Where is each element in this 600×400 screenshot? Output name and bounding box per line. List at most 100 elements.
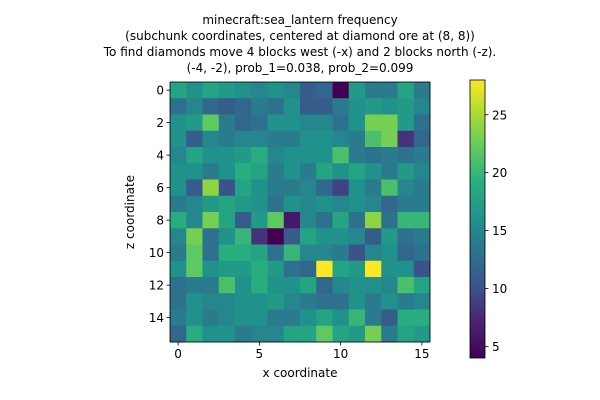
heatmap-cell	[300, 147, 317, 164]
heatmap-cell	[218, 293, 236, 310]
heatmap-cell	[235, 179, 252, 197]
heatmap-cell	[316, 82, 333, 99]
heatmap-cell	[267, 212, 285, 229]
heatmap-cell	[381, 277, 398, 294]
heatmap-cell	[365, 293, 382, 310]
heatmap-cell	[267, 309, 285, 327]
heatmap-cell	[170, 114, 187, 132]
heatmap-cell	[300, 114, 317, 132]
x-tick-label: 0	[174, 347, 182, 361]
x-axis-label: x coordinate	[263, 366, 338, 380]
colorbar-tick-label: 5	[492, 340, 500, 354]
heatmap-cell	[235, 163, 252, 180]
heatmap-cell	[365, 195, 382, 213]
heatmap-cell	[348, 325, 366, 343]
colorbar-axis: 5 10 15 20 25	[485, 108, 507, 354]
heatmap-cell	[170, 147, 187, 164]
heatmap-cell	[300, 325, 317, 343]
heatmap-cell	[300, 82, 317, 99]
heatmap-cell	[283, 293, 301, 310]
heatmap-cell	[316, 163, 333, 180]
heatmap-cell	[397, 82, 415, 99]
y-tick-label: 12	[149, 279, 164, 293]
heatmap-cell	[235, 130, 252, 148]
heatmap-cell	[186, 195, 203, 213]
heatmap-cell	[170, 309, 187, 327]
heatmap-cell	[202, 130, 220, 148]
heatmap-cell	[332, 82, 350, 99]
heatmap-cell	[186, 325, 203, 343]
colorbar	[469, 79, 486, 359]
heatmap-cell	[202, 195, 220, 213]
y-tick-label: 6	[156, 181, 164, 195]
heatmap-cell	[348, 277, 366, 294]
heatmap-cell	[348, 244, 366, 262]
heatmap-cell	[300, 98, 317, 115]
heatmap-cell	[267, 260, 285, 278]
heatmap-cell	[283, 114, 301, 132]
heatmap-cell	[348, 309, 366, 327]
heatmap-cell	[413, 228, 431, 245]
heatmap-cell	[170, 212, 187, 229]
heatmap-cell	[300, 277, 317, 294]
heatmap-cell	[316, 325, 333, 343]
heatmap-cell	[283, 260, 301, 278]
heatmap-cell	[267, 325, 285, 343]
heatmap-cell	[235, 293, 252, 310]
heatmap-cell	[348, 228, 366, 245]
heatmap-cell	[332, 195, 350, 213]
heatmap-cell	[300, 228, 317, 245]
heatmap-cell	[267, 163, 285, 180]
heatmap-cell	[202, 212, 220, 229]
heatmap-cell	[170, 260, 187, 278]
heatmap-cell	[300, 293, 317, 310]
heatmap-cell	[202, 325, 220, 343]
heatmap-cell	[170, 98, 187, 115]
heatmap-cell	[316, 293, 333, 310]
heatmap-cell	[381, 195, 398, 213]
y-tick-label: 2	[156, 116, 164, 130]
heatmap-cell	[316, 260, 333, 278]
heatmap-cell	[170, 195, 187, 213]
x-tick-label: 5	[256, 347, 264, 361]
heatmap-cell	[170, 228, 187, 245]
heatmap-cell	[365, 114, 382, 132]
heatmap-cell	[365, 244, 382, 262]
heatmap-cell	[413, 293, 431, 310]
heatmap-cell	[218, 260, 236, 278]
heatmap-cell	[170, 244, 187, 262]
heatmap-cell	[365, 277, 382, 294]
heatmap-cell	[235, 195, 252, 213]
colorbar-tick-label: 20	[492, 166, 507, 180]
heatmap-cell	[218, 309, 236, 327]
heatmap-cell	[365, 82, 382, 99]
heatmap-cell	[381, 260, 398, 278]
heatmap-cell	[365, 260, 382, 278]
heatmap-cell	[186, 277, 203, 294]
heatmap-cell	[348, 163, 366, 180]
heatmap-cell	[218, 277, 236, 294]
heatmap-cell	[235, 114, 252, 132]
heatmap-cell	[413, 325, 431, 343]
heatmap-cell	[202, 260, 220, 278]
heatmap-cell	[218, 163, 236, 180]
heatmap-cell	[316, 179, 333, 197]
heatmap-cell	[300, 309, 317, 327]
heatmap-cell	[267, 114, 285, 132]
heatmap-cell	[316, 244, 333, 262]
heatmap-cell	[218, 244, 236, 262]
heatmap-cell	[332, 179, 350, 197]
heatmap-cell	[348, 98, 366, 115]
heatmap-cell	[267, 147, 285, 164]
heatmap-cell	[316, 130, 333, 148]
y-tick-label: 0	[156, 84, 164, 98]
heatmap-cell	[300, 212, 317, 229]
heatmap-cell	[365, 147, 382, 164]
heatmap-cell	[381, 212, 398, 229]
heatmap-cell	[251, 244, 268, 262]
heatmap-cell	[283, 82, 301, 99]
heatmap-cell	[300, 130, 317, 148]
heatmap-cell	[251, 309, 268, 327]
heatmap-cell	[283, 228, 301, 245]
